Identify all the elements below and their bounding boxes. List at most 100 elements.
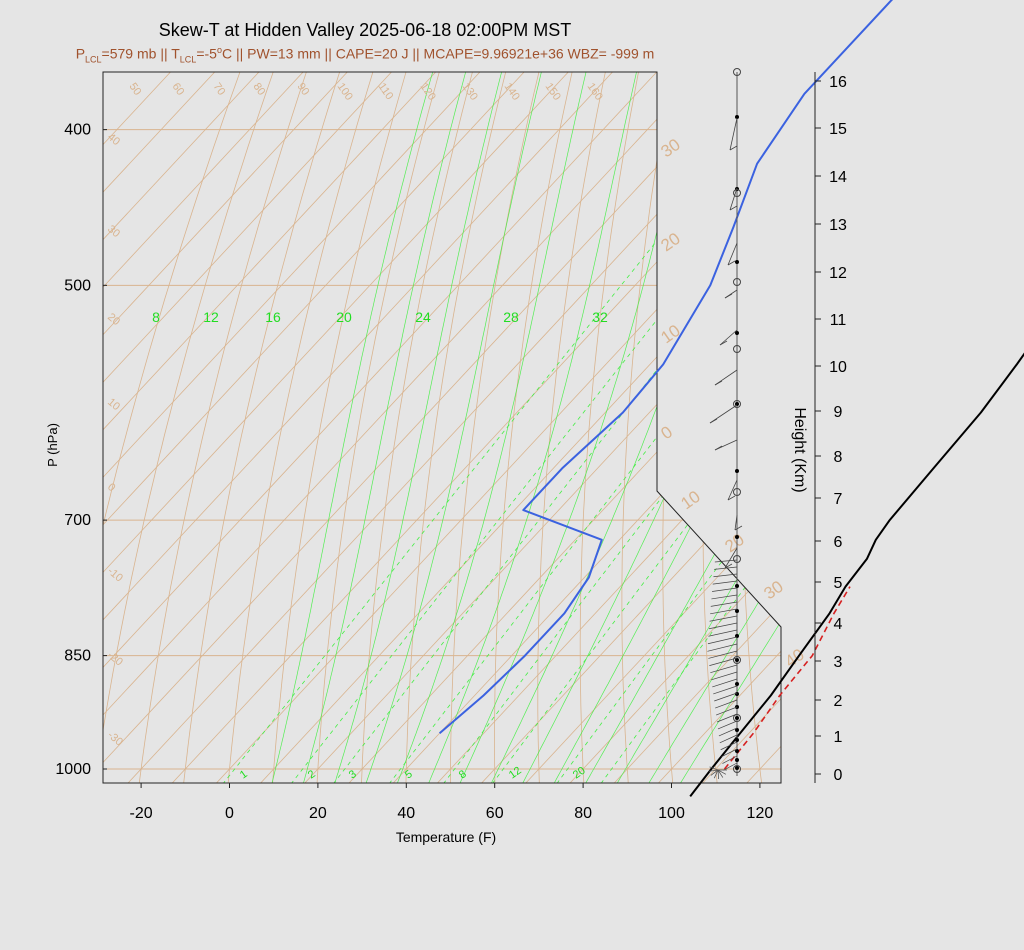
wind-barb-flag	[727, 495, 736, 501]
wind-level-dot	[735, 331, 739, 335]
wind-barb-flag	[734, 525, 743, 531]
isotherm-label: 30	[760, 577, 786, 603]
isotherm-label-left: 40	[105, 131, 122, 148]
dry-adiabat-label: 80	[251, 81, 268, 98]
lcl-temperature: -5	[204, 45, 217, 62]
temperature-profile	[689, 352, 1024, 798]
wind-calm-circle	[733, 714, 741, 722]
mixing-ratio-label: 8	[457, 768, 469, 781]
wind-level-dot	[735, 728, 739, 732]
isotherm-line	[103, 72, 781, 783]
wind-barb	[711, 594, 738, 600]
wind-barb	[708, 650, 738, 659]
isotherm-line	[344, 72, 781, 783]
moist-adiabat-line	[586, 72, 781, 783]
mixing-ratio-line	[275, 129, 781, 783]
wind-barb	[717, 720, 738, 730]
dry-adiabat-line	[494, 72, 781, 783]
mixing-ratio-label: 2	[306, 768, 318, 781]
moist-adiabat-label: 20	[336, 309, 352, 325]
dry-adiabat-line	[780, 72, 781, 783]
dry-adiabat-line	[1001, 0, 1024, 836]
wind-calm-circle	[733, 189, 741, 197]
wind-barb-flag	[724, 563, 733, 569]
wind-barb-surface	[717, 769, 720, 780]
mixing-ratio-line	[207, 129, 747, 783]
moist-adiabat-label: 12	[203, 309, 219, 325]
dry-adiabat-line	[742, 72, 781, 783]
x-tick-label: 0	[225, 805, 234, 822]
isotherm-line	[388, 72, 781, 783]
moist-adiabat-label: 24	[415, 309, 431, 325]
wind-calm-circle	[733, 345, 741, 353]
isotherm-line	[103, 72, 781, 783]
wind-calm-circle	[733, 68, 741, 76]
mixing-ratio-line	[542, 129, 781, 783]
wind-level-dot	[735, 584, 739, 588]
x-tick-label: 100	[658, 805, 685, 822]
moist-adiabat-line	[258, 72, 577, 783]
mcape-value: 9.96921e+36	[481, 45, 564, 62]
moist-adiabat-label: 28	[503, 309, 519, 325]
moist-adiabat-line	[376, 72, 707, 783]
wind-barb	[719, 329, 738, 346]
wind-barb	[709, 615, 738, 622]
wind-calm-circle	[733, 400, 741, 408]
isotherm-label: 10	[657, 321, 683, 347]
wind-barb	[734, 514, 738, 531]
wind-calm-circle	[733, 278, 741, 286]
moist-adiabat-line	[317, 72, 635, 783]
wind-level-dot	[735, 758, 739, 762]
wind-barb	[727, 242, 738, 266]
dry-adiabat-line	[359, 72, 781, 783]
isotherm-line	[786, 0, 1024, 836]
height-tick-label: 6	[834, 534, 843, 551]
wind-barb-surface	[709, 769, 719, 772]
height-tick-label: 8	[834, 449, 843, 466]
mixing-ratio-label: 5	[403, 768, 415, 781]
wind-barb	[714, 566, 738, 570]
wind-barb-surface	[713, 769, 719, 779]
dry-adiabat-label: 160	[585, 81, 605, 103]
mixing-ratio-line	[477, 129, 781, 783]
isotherm-line	[609, 72, 781, 783]
dry-adiabat-line	[314, 72, 781, 783]
wind-barb	[707, 643, 738, 652]
wind-barb-flag	[714, 380, 723, 386]
wind-level-dot	[735, 749, 739, 753]
height-tick-label: 16	[829, 74, 847, 91]
y-tick-label: 700	[64, 512, 91, 529]
wind-barb	[708, 629, 738, 637]
dry-adiabat-line	[857, 0, 1024, 836]
wind-barb	[722, 755, 738, 764]
isotherm-line	[123, 72, 781, 783]
height-tick-label: 4	[834, 616, 843, 633]
x-tick-label: 60	[486, 805, 504, 822]
isotherm-line	[103, 72, 781, 783]
moist-adiabat-line	[347, 72, 669, 783]
wind-barb	[718, 727, 738, 737]
wind-barb-flag	[724, 293, 733, 299]
isotherm-label: 10	[677, 487, 703, 513]
isotherm-label: 20	[657, 229, 683, 255]
isotherm-label-left: 10	[105, 396, 122, 413]
isotherm-label: 30	[657, 135, 683, 161]
dry-adiabat-line	[132, 72, 737, 783]
dry-adiabat-line	[223, 72, 781, 783]
x-tick-label: 40	[397, 805, 415, 822]
dry-adiabat-line	[966, 0, 1024, 836]
height-tick-label: 11	[830, 312, 847, 329]
isotherm-line	[741, 72, 781, 783]
dry-adiabat-label: 90	[295, 81, 312, 98]
moist-adiabat-line	[288, 72, 605, 783]
dry-adiabat-label: 140	[502, 81, 522, 103]
moist-adiabat-line	[616, 72, 781, 783]
chart-title: Skew-T at Hidden Valley 2025-06-18 02:00…	[158, 20, 572, 40]
isotherm-line	[476, 72, 781, 783]
dry-adiabat-label: 50	[127, 81, 144, 98]
moist-adiabat-line	[435, 72, 781, 783]
mixing-ratio-label: 1	[238, 768, 250, 781]
moist-adiabat-line	[406, 72, 751, 783]
wind-calm-circle	[733, 656, 741, 664]
wind-barb	[719, 734, 738, 744]
